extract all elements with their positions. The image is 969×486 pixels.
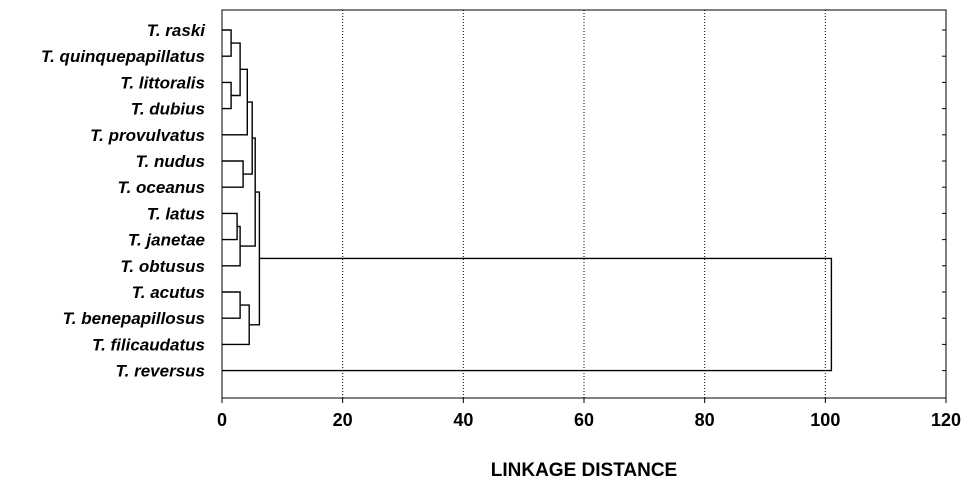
cluster-branch-2 xyxy=(222,81,232,110)
x-tick-label: 60 xyxy=(574,410,594,430)
x-axis-title: LINKAGE DISTANCE xyxy=(491,460,677,481)
leaf-label: T. filicaudatus xyxy=(92,335,205,354)
x-tick-label: 120 xyxy=(931,410,961,430)
leaf-labels: T. raski T. quinquepapillatus T. littorali… xyxy=(41,21,206,381)
leaf-label: T. nudus xyxy=(135,152,205,171)
plot-frame xyxy=(221,9,947,399)
leaf-label: T. obtusus xyxy=(120,257,205,276)
x-tick-label: 100 xyxy=(810,410,840,430)
x-tick-label: 20 xyxy=(333,410,353,430)
grid-lines xyxy=(342,10,826,398)
x-tick-label: 80 xyxy=(695,410,715,430)
leaf-label: T. reversus xyxy=(116,362,205,381)
leaf-label: T. oceanus xyxy=(117,178,205,197)
cluster-branch-12 xyxy=(249,191,261,326)
leaf-label: T. raski xyxy=(147,21,207,40)
cluster-branch-10 xyxy=(222,291,241,319)
x-tick-label: 40 xyxy=(453,410,473,430)
plot-border xyxy=(221,9,947,399)
leaf-label: T. provulvatus xyxy=(90,126,205,145)
cluster-branch-1 xyxy=(222,29,232,57)
cluster-branch-7 xyxy=(222,212,238,241)
cluster-branch-13 xyxy=(222,257,833,372)
leaf-label: T. dubius xyxy=(131,100,205,119)
cluster-branch-9 xyxy=(240,137,256,247)
cluster-branch-4 xyxy=(222,68,249,136)
cluster-branch-5 xyxy=(222,160,244,188)
leaf-label: T. acutus xyxy=(132,283,205,302)
leaf-label: T. janetae xyxy=(128,231,205,250)
cluster-branch-3 xyxy=(231,42,241,97)
leaf-label: T. latus xyxy=(147,204,205,223)
x-axis-ticks: 0 20 40 60 80 100 120 xyxy=(217,398,961,430)
leaf-label: T. benepapillosus xyxy=(63,309,205,328)
leaf-label: T. quinquepapillatus xyxy=(41,47,205,66)
cluster-branch-11 xyxy=(222,304,250,346)
dendrogram-branches xyxy=(222,29,833,372)
x-tick-label: 0 xyxy=(217,410,227,430)
leaf-label: T. littoralis xyxy=(120,73,205,92)
